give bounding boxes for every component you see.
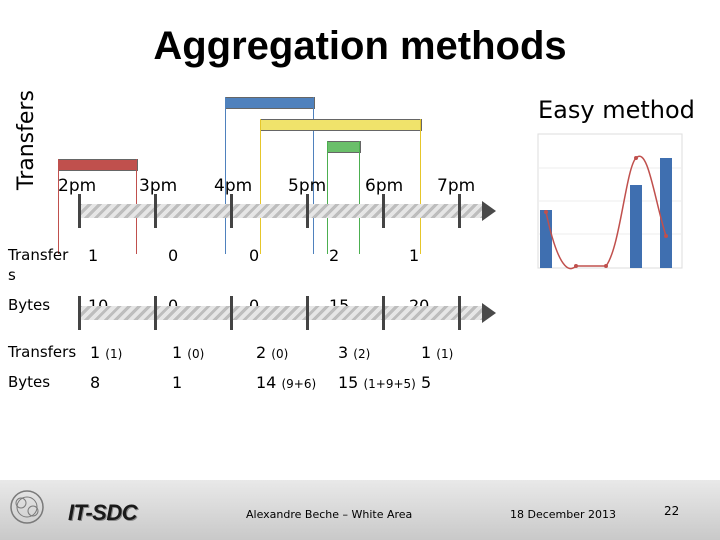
bottom-bytes-value: 15 (1+9+5) <box>338 373 416 392</box>
timeline-tick <box>78 296 81 330</box>
interval-line-blue <box>225 97 226 254</box>
timeline-tick <box>154 296 157 330</box>
time-label-2pm: 2pm <box>58 176 97 196</box>
top-bytes-value: 0 <box>168 296 178 315</box>
interval-line-yellow <box>420 119 421 254</box>
top-transfers-value: 1 <box>88 246 99 265</box>
inset-bar <box>630 185 642 268</box>
timeline-axis-bottom <box>78 296 498 330</box>
interval-band-green <box>327 141 361 153</box>
time-label-4pm: 4pm <box>214 176 253 196</box>
inset-point <box>664 234 668 238</box>
footer-page-number: 22 <box>664 504 680 518</box>
row-label-bytes-bottom: Bytes <box>8 373 51 391</box>
inset-bar <box>540 210 552 268</box>
time-label-5pm: 5pm <box>288 176 327 196</box>
bottom-bytes-value: 14 (9+6) <box>256 373 317 392</box>
timeline-tick <box>458 296 461 330</box>
inset-point <box>604 264 608 268</box>
time-label-7pm: 7pm <box>437 176 476 196</box>
interval-band-red <box>58 159 138 171</box>
side-label: Transfers <box>14 90 39 190</box>
bottom-transfers-value: 1 (1) <box>90 343 123 362</box>
footer-author: Alexandre Beche – White Area <box>246 508 413 521</box>
footer-date: 18 December 2013 <box>510 508 617 521</box>
bottom-transfers-value: 1 (0) <box>172 343 205 362</box>
timeline-axis-top <box>78 194 498 228</box>
timeline-hatch <box>78 204 486 218</box>
inset-bar <box>660 158 672 268</box>
cern-logo <box>10 490 44 524</box>
interval-line-red <box>58 159 59 254</box>
timeline-tick <box>382 194 385 228</box>
bottom-transfers-value: 2 (0) <box>256 343 289 362</box>
timeline-tick <box>382 296 385 330</box>
interval-band-yellow <box>260 119 422 131</box>
interval-line-green <box>359 141 360 254</box>
timeline-arrowhead <box>482 303 496 323</box>
top-transfers-value: 1 <box>409 246 420 265</box>
inset-line <box>545 155 667 270</box>
footer-org: IT-SDC <box>68 500 138 525</box>
row-label-transfers-bottom: Transfers <box>8 343 77 361</box>
bottom-transfers-value: 1 (1) <box>421 343 454 362</box>
top-bytes-value: 0 <box>249 296 259 315</box>
row-label-transfers-top: Transfer s <box>8 246 69 284</box>
bottom-transfers-value: 3 (2) <box>338 343 371 362</box>
slide-title: Aggregation methods <box>153 24 567 68</box>
top-transfers-value: 0 <box>249 246 260 265</box>
top-transfers-value: 2 <box>329 246 340 265</box>
inset-point <box>544 210 548 214</box>
timeline-tick <box>306 296 309 330</box>
inset-point <box>634 156 638 160</box>
timeline-tick <box>306 194 309 228</box>
time-label-3pm: 3pm <box>139 176 178 196</box>
timeline-tick <box>458 194 461 228</box>
interval-band-blue <box>225 97 315 109</box>
timeline-tick <box>154 194 157 228</box>
footer-bar <box>0 480 720 540</box>
timeline-tick <box>230 194 233 228</box>
time-label-6pm: 6pm <box>365 176 404 196</box>
interval-line-green <box>327 141 328 254</box>
interval-line-blue <box>313 97 314 254</box>
inset-point <box>574 264 578 268</box>
inset-chart <box>537 133 683 270</box>
row-label-bytes-top: Bytes <box>8 296 51 314</box>
timeline-tick <box>78 194 81 228</box>
bottom-bytes-value: 8 <box>90 373 101 392</box>
timeline-tick <box>230 296 233 330</box>
top-transfers-value: 0 <box>168 246 179 265</box>
timeline-hatch <box>78 306 486 320</box>
bottom-bytes-value: 1 <box>172 373 183 392</box>
interval-line-yellow <box>260 119 261 254</box>
bottom-bytes-value: 5 <box>421 373 432 392</box>
timeline-arrowhead <box>482 201 496 221</box>
easy-method-label: Easy method <box>538 96 695 124</box>
